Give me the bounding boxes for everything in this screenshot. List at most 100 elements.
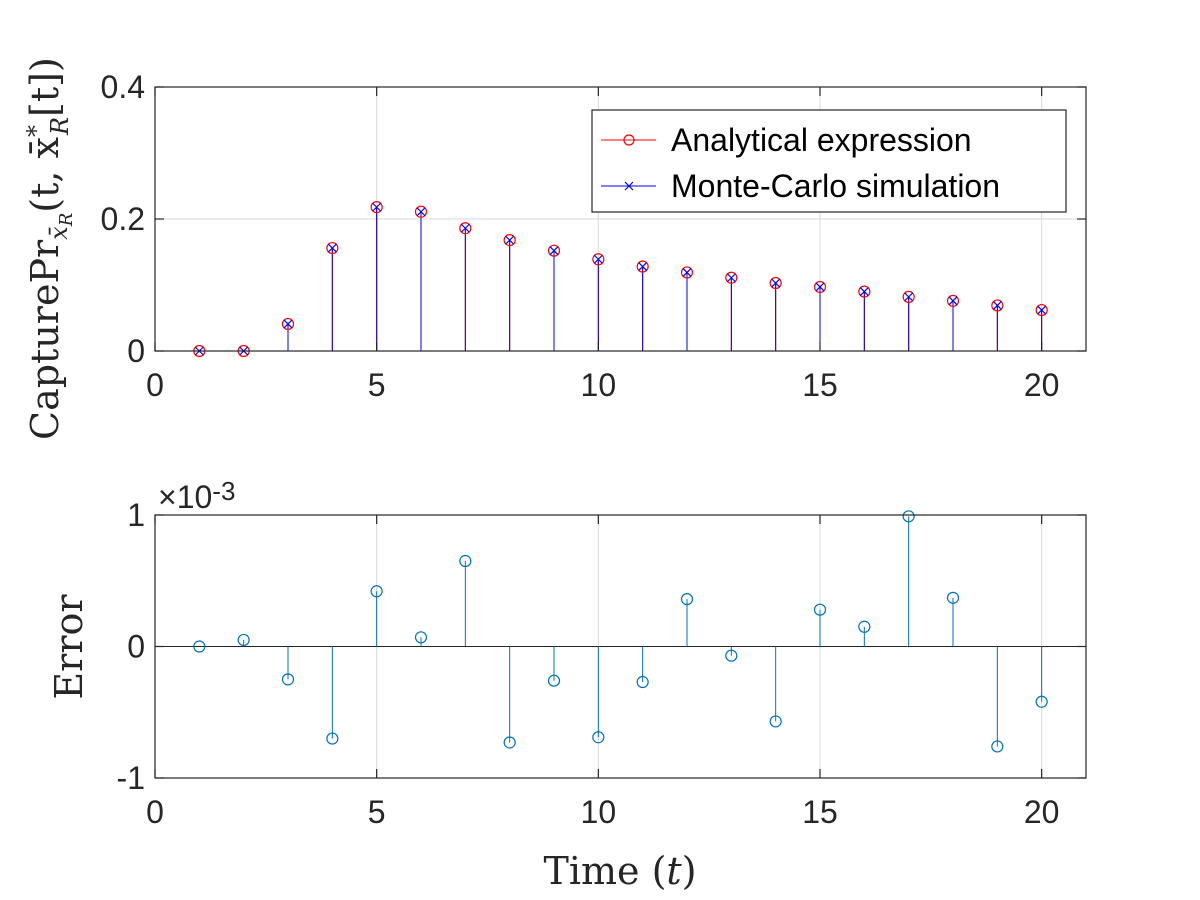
montecarlo-marker bbox=[283, 319, 293, 329]
bot-xtick-label: 5 bbox=[368, 794, 386, 830]
top-ticks: 0 5 10 15 20 0 0.2 0.4 bbox=[101, 69, 1086, 403]
analytical-marker bbox=[858, 285, 871, 298]
error-marker bbox=[1035, 695, 1048, 708]
analytical-marker bbox=[725, 271, 738, 284]
error-marker bbox=[858, 620, 871, 633]
error-marker bbox=[414, 631, 428, 644]
bot-xtick-label: 0 bbox=[146, 794, 164, 830]
montecarlo-marker bbox=[992, 301, 1002, 310]
analytical-marker bbox=[769, 276, 782, 290]
xlabel-suffix: ) bbox=[682, 849, 697, 893]
error-plot: 0 5 10 15 20-101 ×10-3 Error Time (t) bbox=[47, 476, 1087, 893]
top-xtick-label: 10 bbox=[581, 367, 617, 403]
montecarlo-marker bbox=[416, 207, 426, 217]
exponent-prefix: ×10 bbox=[158, 479, 212, 515]
error-marker bbox=[237, 633, 250, 647]
ylabel-main: CapturePr bbox=[23, 239, 67, 440]
montecarlo-marker bbox=[549, 246, 559, 256]
analytical-marker bbox=[902, 290, 915, 303]
bot-xtick-label: 15 bbox=[802, 794, 838, 830]
top-xtick-label: 15 bbox=[802, 367, 838, 403]
analytical-marker bbox=[946, 294, 960, 307]
top-xtick-label: 0 bbox=[146, 367, 164, 403]
error-marker bbox=[459, 554, 472, 568]
legend-montecarlo-marker bbox=[624, 181, 634, 191]
error-marker bbox=[547, 674, 561, 687]
legend-box bbox=[591, 109, 1067, 213]
top-ylabel: CapturePrx̄R(t, x̄*R[t]) bbox=[22, 57, 77, 440]
error-marker bbox=[902, 510, 915, 523]
analytical-marker bbox=[281, 317, 295, 331]
bot-xtick-label: 20 bbox=[1024, 794, 1060, 830]
ylabel-argsub: R bbox=[46, 117, 74, 136]
bottom-markers bbox=[193, 510, 1048, 753]
legend-analytical-label: Analytical expression bbox=[671, 122, 972, 158]
analytical-marker bbox=[459, 222, 472, 235]
bottom-ticks: 0 5 10 15 20-101 bbox=[117, 497, 1086, 830]
ylabel-args: (t, x̄ bbox=[23, 137, 67, 213]
montecarlo-marker bbox=[904, 292, 914, 302]
montecarlo-marker bbox=[771, 278, 781, 288]
error-marker bbox=[946, 591, 960, 604]
bottom-stems bbox=[243, 516, 1043, 747]
montecarlo-marker bbox=[638, 262, 648, 271]
ylabel-subsub: R bbox=[56, 213, 77, 228]
bot-xtick-label: 10 bbox=[581, 794, 617, 830]
montecarlo-marker bbox=[682, 268, 692, 277]
analytical-marker bbox=[370, 201, 383, 214]
capture-probability-plot: 0 5 10 15 20 0 0.2 0.4 Analytical expression Mo… bbox=[22, 57, 1087, 440]
error-marker bbox=[193, 640, 206, 653]
ylabel-sub: x̄ bbox=[45, 226, 73, 240]
analytical-marker bbox=[547, 244, 561, 257]
montecarlo-marker bbox=[815, 282, 825, 292]
error-marker bbox=[370, 585, 383, 598]
error-marker bbox=[991, 740, 1004, 753]
analytical-marker bbox=[991, 299, 1004, 312]
montecarlo-marker bbox=[460, 223, 470, 233]
analytical-marker bbox=[503, 234, 516, 247]
top-ytick-label: 0 bbox=[127, 333, 145, 369]
montecarlo-marker bbox=[948, 296, 958, 306]
ylabel-tail: [t]) bbox=[23, 57, 67, 117]
analytical-marker bbox=[680, 266, 694, 279]
bottom-xlabel: Time (t) bbox=[543, 849, 696, 893]
bot-ytick-label: 0 bbox=[127, 629, 145, 665]
analytical-marker bbox=[326, 241, 339, 255]
bottom-ylabel: Error bbox=[47, 594, 91, 700]
top-xtick-label: 5 bbox=[368, 367, 386, 403]
analytical-marker bbox=[414, 205, 428, 218]
exponent-power: -3 bbox=[212, 476, 235, 506]
analytical-marker bbox=[592, 253, 605, 266]
montecarlo-marker bbox=[327, 243, 337, 253]
montecarlo-marker bbox=[726, 273, 736, 283]
error-marker bbox=[503, 736, 516, 749]
top-ytick-label: 0.2 bbox=[101, 201, 145, 237]
error-marker bbox=[636, 675, 649, 689]
legend-montecarlo-label: Monte-Carlo simulation bbox=[671, 168, 1000, 204]
legend-analytical-marker bbox=[623, 134, 635, 146]
bot-ytick-label: 1 bbox=[127, 497, 145, 533]
error-marker bbox=[592, 731, 605, 744]
bot-ytick-label: -1 bbox=[117, 760, 145, 796]
xlabel-var: t bbox=[666, 849, 682, 893]
top-stems bbox=[287, 207, 1043, 351]
montecarlo-marker bbox=[372, 202, 382, 212]
montecarlo-marker bbox=[593, 254, 603, 264]
montecarlo-marker bbox=[1037, 305, 1047, 315]
error-marker bbox=[281, 673, 295, 686]
montecarlo-marker bbox=[859, 287, 869, 297]
legend: Analytical expression Monte-Carlo simula… bbox=[591, 109, 1067, 213]
error-marker bbox=[813, 603, 827, 616]
ylabel-sup: * bbox=[22, 125, 50, 137]
top-xtick-label: 20 bbox=[1024, 367, 1060, 403]
exponent-label: ×10-3 bbox=[158, 476, 235, 515]
montecarlo-marker bbox=[505, 235, 515, 245]
analytical-marker bbox=[1035, 303, 1048, 317]
analytical-marker bbox=[636, 260, 649, 273]
top-ytick-label: 0.4 bbox=[101, 69, 145, 105]
error-marker bbox=[680, 593, 694, 606]
error-marker bbox=[769, 715, 782, 728]
error-marker bbox=[725, 649, 738, 662]
xlabel-prefix: Time ( bbox=[543, 849, 666, 893]
